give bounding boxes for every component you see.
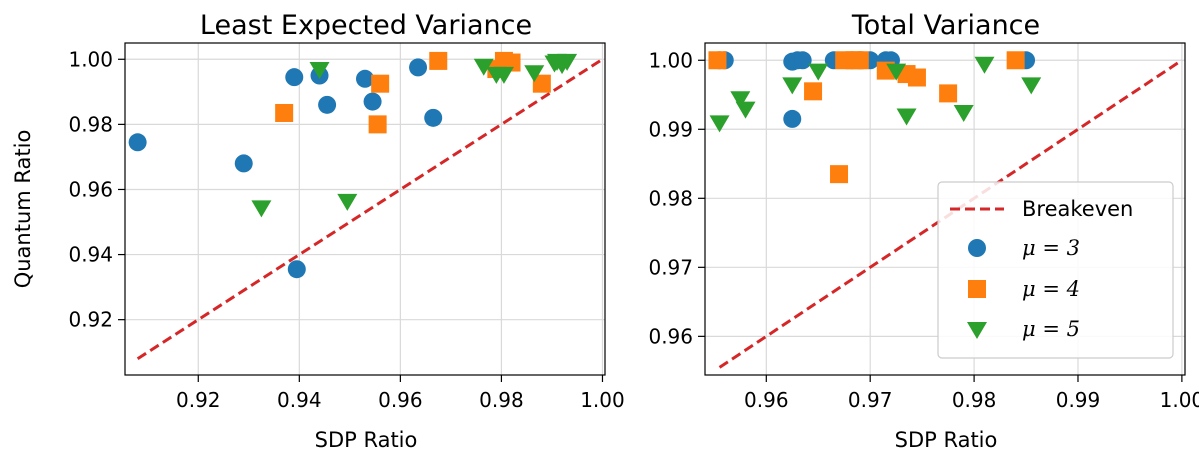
circle-marker	[793, 51, 812, 70]
square-marker	[368, 115, 387, 134]
triangle-marker	[808, 63, 829, 81]
x-tick-label: 0.96	[378, 388, 423, 412]
square-marker	[708, 51, 727, 70]
triangle-marker	[473, 58, 494, 76]
x-axis-label: SDP Ratio	[895, 428, 998, 452]
chart-title: Total Variance	[851, 10, 1040, 41]
circle-marker	[409, 58, 428, 77]
circle-marker	[424, 108, 443, 127]
legend-mu3-label: μ = 3	[1022, 236, 1080, 260]
circle-marker	[363, 92, 382, 111]
x-tick-label: 0.96	[744, 388, 789, 412]
legend-mu5-label: μ = 5	[1022, 317, 1080, 341]
points-layer	[128, 51, 578, 279]
y-tick-label: 0.94	[68, 243, 113, 267]
x-tick-label: 0.97	[848, 388, 893, 412]
y-axis-label: Quantum Ratio	[11, 130, 35, 289]
triangle-marker	[886, 63, 907, 81]
grid	[125, 43, 605, 375]
triangle-marker	[896, 108, 917, 126]
x-tick-label: 1.00	[580, 388, 625, 412]
x-tick-label: 0.98	[952, 388, 997, 412]
legend-mu3-swatch	[968, 239, 986, 257]
breakeven-layer	[136, 58, 604, 360]
circle-marker	[783, 109, 802, 128]
square-marker	[830, 165, 849, 184]
square-marker	[275, 103, 294, 122]
circle-marker	[318, 95, 337, 114]
square-marker	[532, 74, 551, 93]
triangle-marker	[557, 53, 578, 71]
triangle-marker	[251, 200, 272, 218]
legend-mu4-swatch	[968, 280, 986, 298]
triangle-marker	[337, 193, 358, 211]
points-layer	[708, 51, 1042, 184]
x-tick-label: 0.94	[277, 388, 322, 412]
x-axis-label: SDP Ratio	[315, 428, 418, 452]
triangle-marker	[309, 62, 330, 80]
square-marker	[804, 82, 823, 101]
y-tick-label: 0.96	[648, 324, 693, 348]
circle-marker	[285, 68, 304, 87]
plot-frame	[124, 42, 606, 376]
y-tick-label: 0.99	[648, 117, 693, 141]
ticks: 0.96 0.97 0.98 0.99 1.00 0.96 0.97 0.98 0.99 1.00	[648, 48, 1199, 412]
square-marker	[939, 84, 958, 103]
triangle-marker	[524, 65, 545, 83]
breakeven-line	[136, 58, 604, 360]
triangle-marker	[730, 91, 751, 109]
triangle-marker	[1021, 77, 1042, 95]
y-tick-label: 0.98	[68, 112, 113, 136]
y-tick-label: 0.98	[648, 186, 693, 210]
triangle-marker	[782, 77, 803, 95]
square-marker	[371, 74, 390, 93]
triangle-marker	[735, 101, 756, 119]
legend-mu4-label: μ = 4	[1022, 277, 1080, 301]
circle-marker	[356, 69, 374, 88]
square-marker	[850, 51, 869, 70]
square-marker	[907, 68, 926, 87]
y-tick-label: 0.96	[68, 177, 113, 201]
legend-frame	[937, 181, 1174, 359]
x-tick-label: 0.99	[1056, 388, 1101, 412]
chart-title: Least Expected Variance	[200, 10, 532, 41]
y-tick-label: 0.92	[68, 308, 113, 332]
y-tick-label: 1.00	[648, 48, 693, 72]
ticks: 0.92 0.94 0.96 0.98 1.00 0.92 0.94 0.96 0.98 1.00	[68, 47, 624, 412]
square-marker	[1006, 51, 1025, 70]
circle-marker	[128, 133, 147, 152]
y-tick-label: 1.00	[68, 47, 113, 71]
triangle-marker	[493, 66, 514, 84]
plot-frame	[704, 42, 1186, 376]
chart-least-expected-variance: Least Expected Variance 0.92 0.94 0.96 0.98…	[11, 10, 625, 452]
square-marker	[429, 51, 448, 70]
triangle-marker	[709, 115, 730, 133]
x-tick-label: 1.00	[1160, 388, 1199, 412]
circle-marker	[234, 154, 253, 173]
legend-breakeven-label: Breakeven	[1022, 197, 1133, 221]
triangle-marker	[953, 105, 974, 123]
legend-mu5-swatch	[967, 322, 987, 339]
chart-total-variance: Total Variance 0.96 0.97 0.98 0.99 1.000.960…	[648, 10, 1199, 452]
circle-marker	[287, 260, 306, 279]
y-tick-label: 0.97	[648, 255, 693, 279]
x-tick-label: 0.92	[176, 388, 221, 412]
x-tick-label: 0.98	[479, 388, 524, 412]
triangle-marker	[974, 56, 995, 74]
legend: Breakeven μ = 3 μ = 4 μ = 5	[937, 181, 1174, 359]
